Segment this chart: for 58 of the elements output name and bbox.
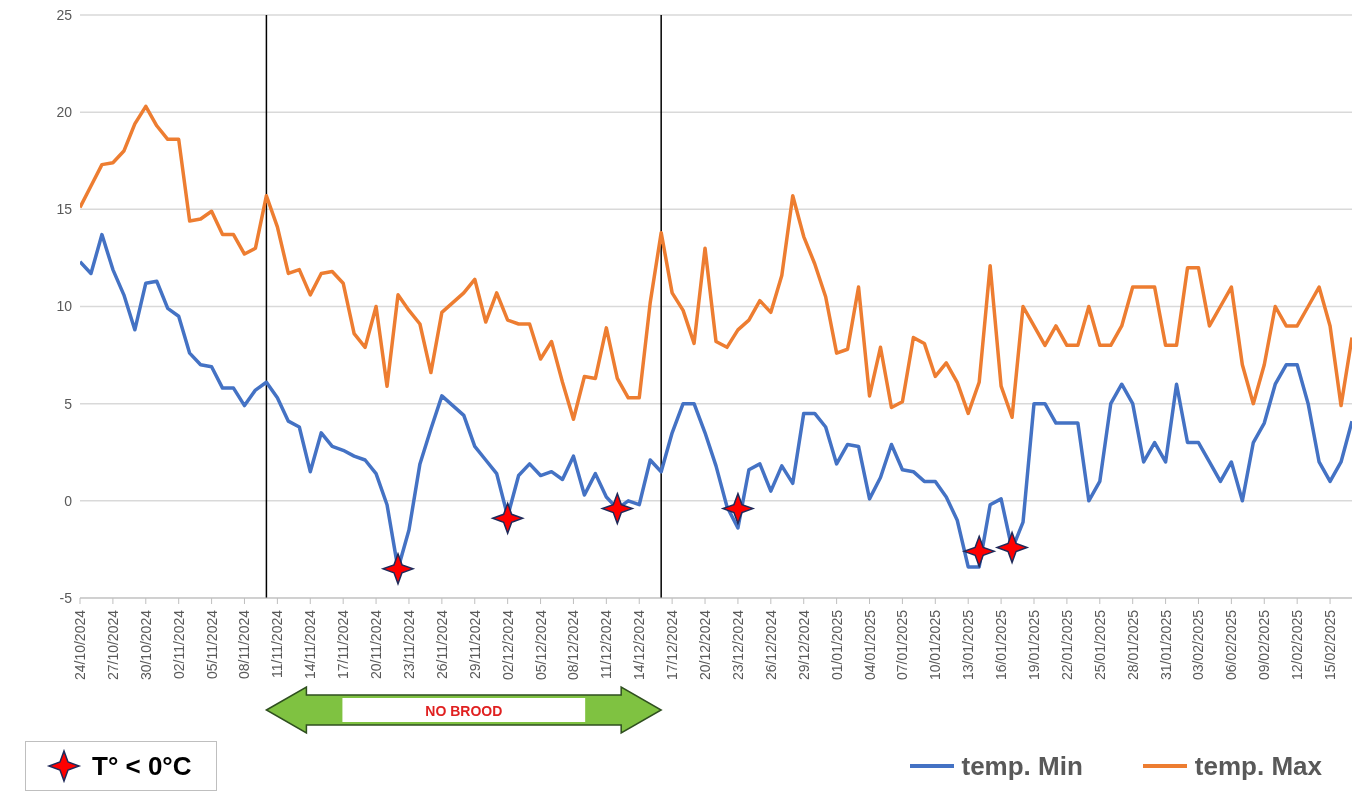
x-tick-label: 29/11/2024	[466, 609, 483, 680]
x-tick-label: 16/01/2025	[993, 609, 1010, 681]
x-tick-label: 09/02/2025	[1256, 609, 1273, 681]
line-series	[80, 104, 1352, 421]
x-tick-label: 27/10/2024	[104, 609, 121, 681]
y-tick-label: 5	[64, 395, 73, 412]
x-tick-label: 20/11/2024	[368, 609, 385, 680]
text: NO BROOD	[425, 703, 503, 719]
point	[963, 535, 995, 568]
point	[601, 492, 634, 525]
legend-label: temp. Max	[1194, 750, 1322, 782]
x-tick-label: 06/02/2025	[1223, 609, 1240, 681]
x-tick-label: 17/11/2024	[335, 609, 352, 680]
x-tick-label: 20/12/2024	[697, 609, 714, 681]
x-tick-label: 04/01/2025	[861, 609, 878, 681]
x-tick-label: 05/11/2024	[203, 609, 220, 680]
y-tick-label: -5	[59, 589, 73, 606]
legend-label: T° < 0°C	[92, 750, 192, 782]
y-tick-label: 0	[64, 492, 73, 509]
x-tick-label: 01/01/2025	[828, 609, 845, 681]
x-tick-label: 26/12/2024	[762, 609, 779, 681]
x-tick-label: 25/01/2025	[1091, 609, 1108, 681]
y-tick-label: 10	[56, 298, 73, 315]
x-tick-label: 11/11/2024	[269, 609, 286, 678]
x-tick-label: 05/12/2024	[532, 609, 549, 681]
point	[722, 492, 754, 525]
x-tick-label: 03/02/2025	[1190, 609, 1207, 681]
x-tick-label: 28/01/2025	[1124, 609, 1141, 681]
line-series	[80, 232, 1352, 571]
x-tick-label: 17/12/2024	[664, 609, 681, 681]
x-tick-label: 26/11/2024	[433, 609, 450, 680]
x-tick-label: 14/12/2024	[631, 609, 648, 681]
x-tick-label: 30/10/2024	[137, 609, 154, 681]
x-tick-label: 12/02/2025	[1289, 609, 1306, 681]
point	[996, 531, 1028, 564]
x-tick-label: 15/02/2025	[1322, 609, 1339, 681]
x-tick-label: 02/12/2024	[499, 609, 516, 681]
x-tick-label: 07/01/2025	[894, 609, 911, 681]
x-tick-label: 23/12/2024	[729, 609, 746, 681]
x-tick-label: 19/01/2025	[1026, 609, 1042, 681]
x-tick-label: 02/11/2024	[170, 609, 187, 680]
x-tick-label: 11/12/2024	[598, 609, 615, 680]
x-tick-label: 13/01/2025	[960, 609, 977, 681]
x-tick-label: 23/11/2024	[400, 609, 417, 680]
x-tick-label: 22/01/2025	[1058, 609, 1075, 681]
point	[382, 553, 414, 585]
x-tick-label: 10/01/2025	[927, 609, 944, 681]
x-tick-label: 08/12/2024	[565, 609, 582, 681]
y-tick-label: 20	[56, 104, 73, 121]
y-tick-label: 25	[56, 6, 73, 23]
x-tick-label: 24/10/2024	[72, 609, 88, 681]
point	[491, 502, 524, 535]
y-tick-label: 15	[56, 201, 73, 218]
legend-label: temp. Min	[961, 750, 1083, 782]
x-tick-label: 08/11/2024	[236, 609, 253, 680]
x-tick-label: 14/11/2024	[302, 609, 319, 680]
x-tick-label: 31/01/2025	[1157, 609, 1174, 681]
x-tick-label: 29/12/2024	[795, 609, 812, 681]
